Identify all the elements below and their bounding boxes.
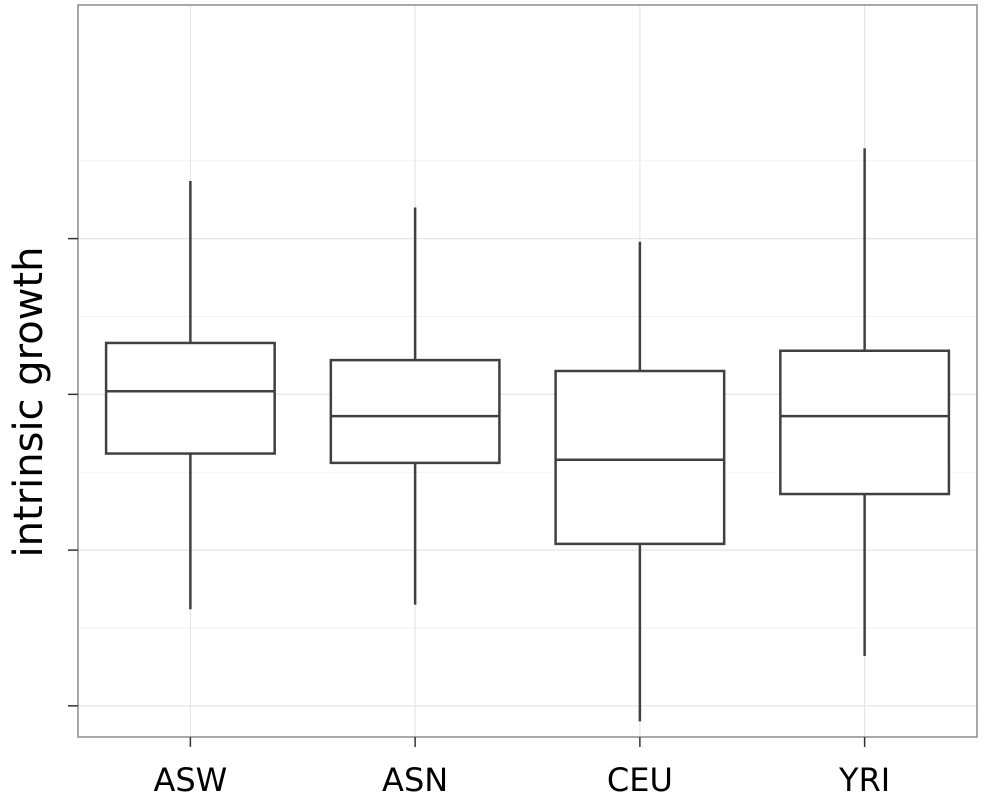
y-axis-label: intrinsic growth [6, 247, 52, 558]
x-tick-label: ASW [153, 761, 227, 799]
iqr-box [779, 349, 951, 496]
boxplots [104, 148, 951, 722]
plot-panel [77, 4, 978, 738]
iqr-box [329, 358, 501, 465]
boxplot-asw [104, 180, 276, 610]
iqr-box [554, 369, 726, 546]
boxplot-ceu [554, 241, 726, 722]
iqr-box [104, 341, 276, 455]
boxplot-yri [779, 148, 951, 657]
x-tick-label: YRI [838, 761, 890, 799]
x-tick-label: CEU [607, 761, 673, 799]
boxplot-asn [329, 207, 501, 605]
y-axis-ticks [68, 237, 78, 707]
x-axis-tick-labels: ASW ASN CEU YRI [153, 737, 890, 799]
x-tick-label: ASN [382, 761, 448, 799]
